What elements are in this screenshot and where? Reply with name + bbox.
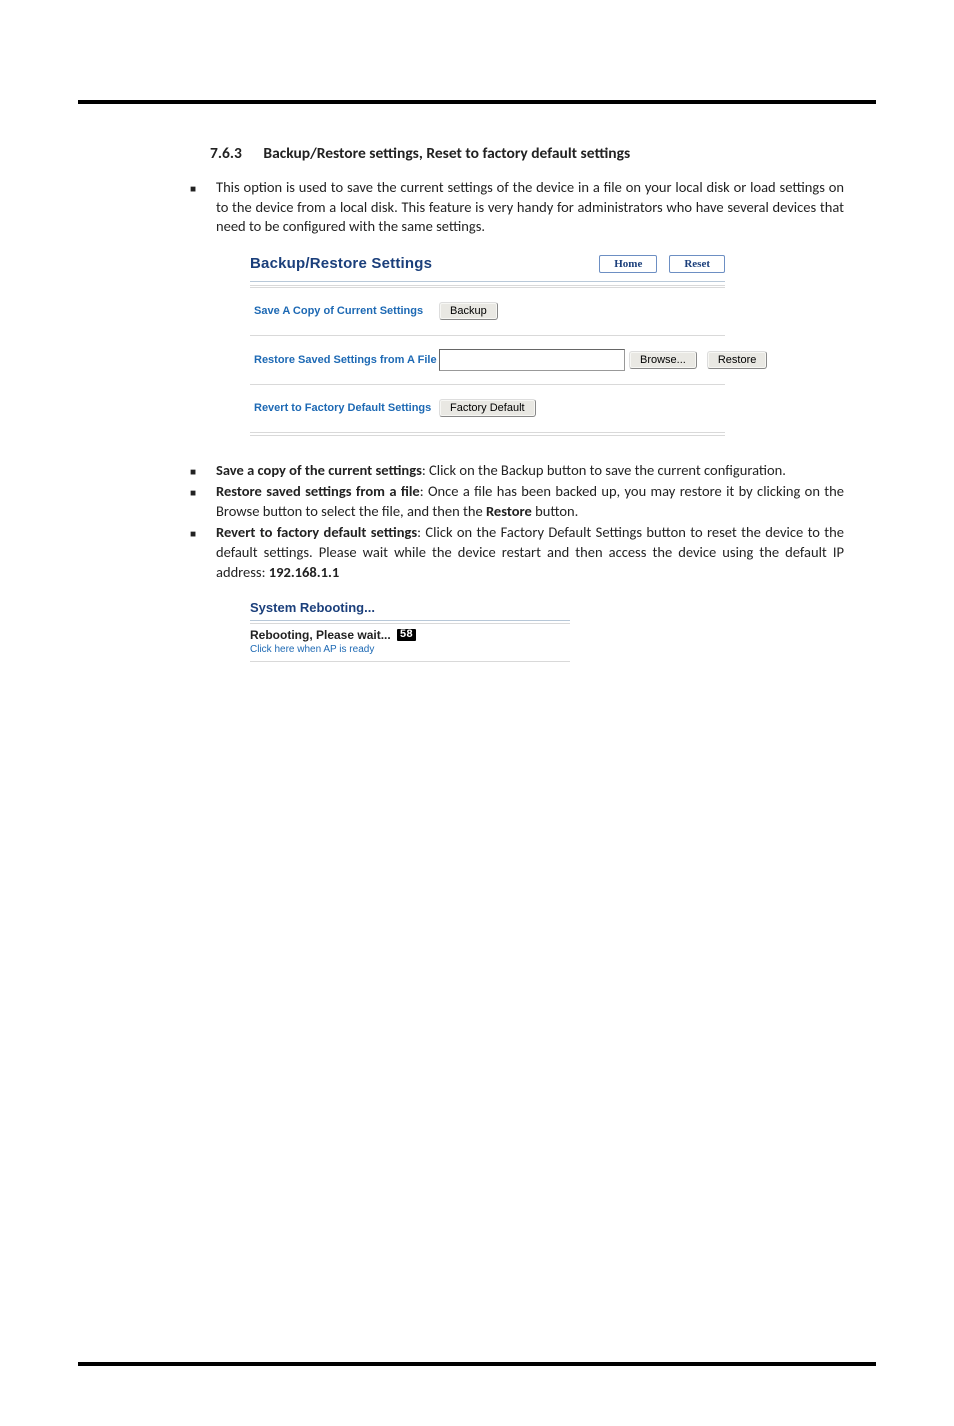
bullet-icon: ■ [190,184,198,194]
backup-restore-panel: Backup/Restore Settings Home Reset Save … [250,255,725,436]
b1-rest: : Click on the Backup button to save the… [422,461,786,479]
bullet-restore-file: ■ Restore saved settings from a file: On… [190,482,844,521]
reboot-text: Rebooting, Please wait... [250,628,391,642]
reboot-panel: System Rebooting... Rebooting, Please wa… [250,600,570,662]
b1-bold: Save a copy of the current settings [216,461,422,479]
intro-text: This option is used to save the current … [216,178,844,237]
reboot-countdown: 58 [397,629,416,641]
restore-file-input[interactable] [439,349,625,371]
reboot-title: System Rebooting... [250,600,570,621]
revert-label: Revert to Factory Default Settings [254,402,439,414]
b2-rest-c: button. [532,502,579,520]
panel-title: Backup/Restore Settings [250,255,432,272]
save-label: Save A Copy of Current Settings [254,305,439,317]
b3-rest-b: 192.168.1.1 [269,563,339,581]
bullet-icon: ■ [190,467,198,477]
home-button[interactable]: Home [599,255,657,273]
intro-bullet: ■ This option is used to save the curren… [190,178,844,237]
section-title: Backup/Restore settings, Reset to factor… [263,144,630,163]
restore-label: Restore Saved Settings from A File [254,354,439,366]
backup-button[interactable]: Backup [439,302,498,320]
bullet-icon: ■ [190,488,198,498]
factory-default-button[interactable]: Factory Default [439,399,536,417]
b3-bold: Revert to factory default settings [216,523,417,541]
section-heading: 7.6.3 Backup/Restore settings, Reset to … [210,144,844,163]
b2-bold: Restore saved settings from a file [216,482,420,500]
section-number: 7.6.3 [210,144,242,163]
b2-rest-b: Restore [486,502,532,520]
browse-button[interactable]: Browse... [629,351,697,369]
bullet-revert-factory: ■ Revert to factory default settings: Cl… [190,523,844,582]
row-save-settings: Save A Copy of Current Settings Backup [250,288,725,336]
row-restore-settings: Restore Saved Settings from A File Brows… [250,336,725,385]
reboot-link[interactable]: Click here when AP is ready [250,644,570,662]
row-revert-settings: Revert to Factory Default Settings Facto… [250,385,725,433]
bullet-save-copy: ■ Save a copy of the current settings: C… [190,461,844,481]
bullet-icon: ■ [190,529,198,539]
reset-button[interactable]: Reset [669,255,725,273]
restore-button[interactable]: Restore [707,351,768,369]
